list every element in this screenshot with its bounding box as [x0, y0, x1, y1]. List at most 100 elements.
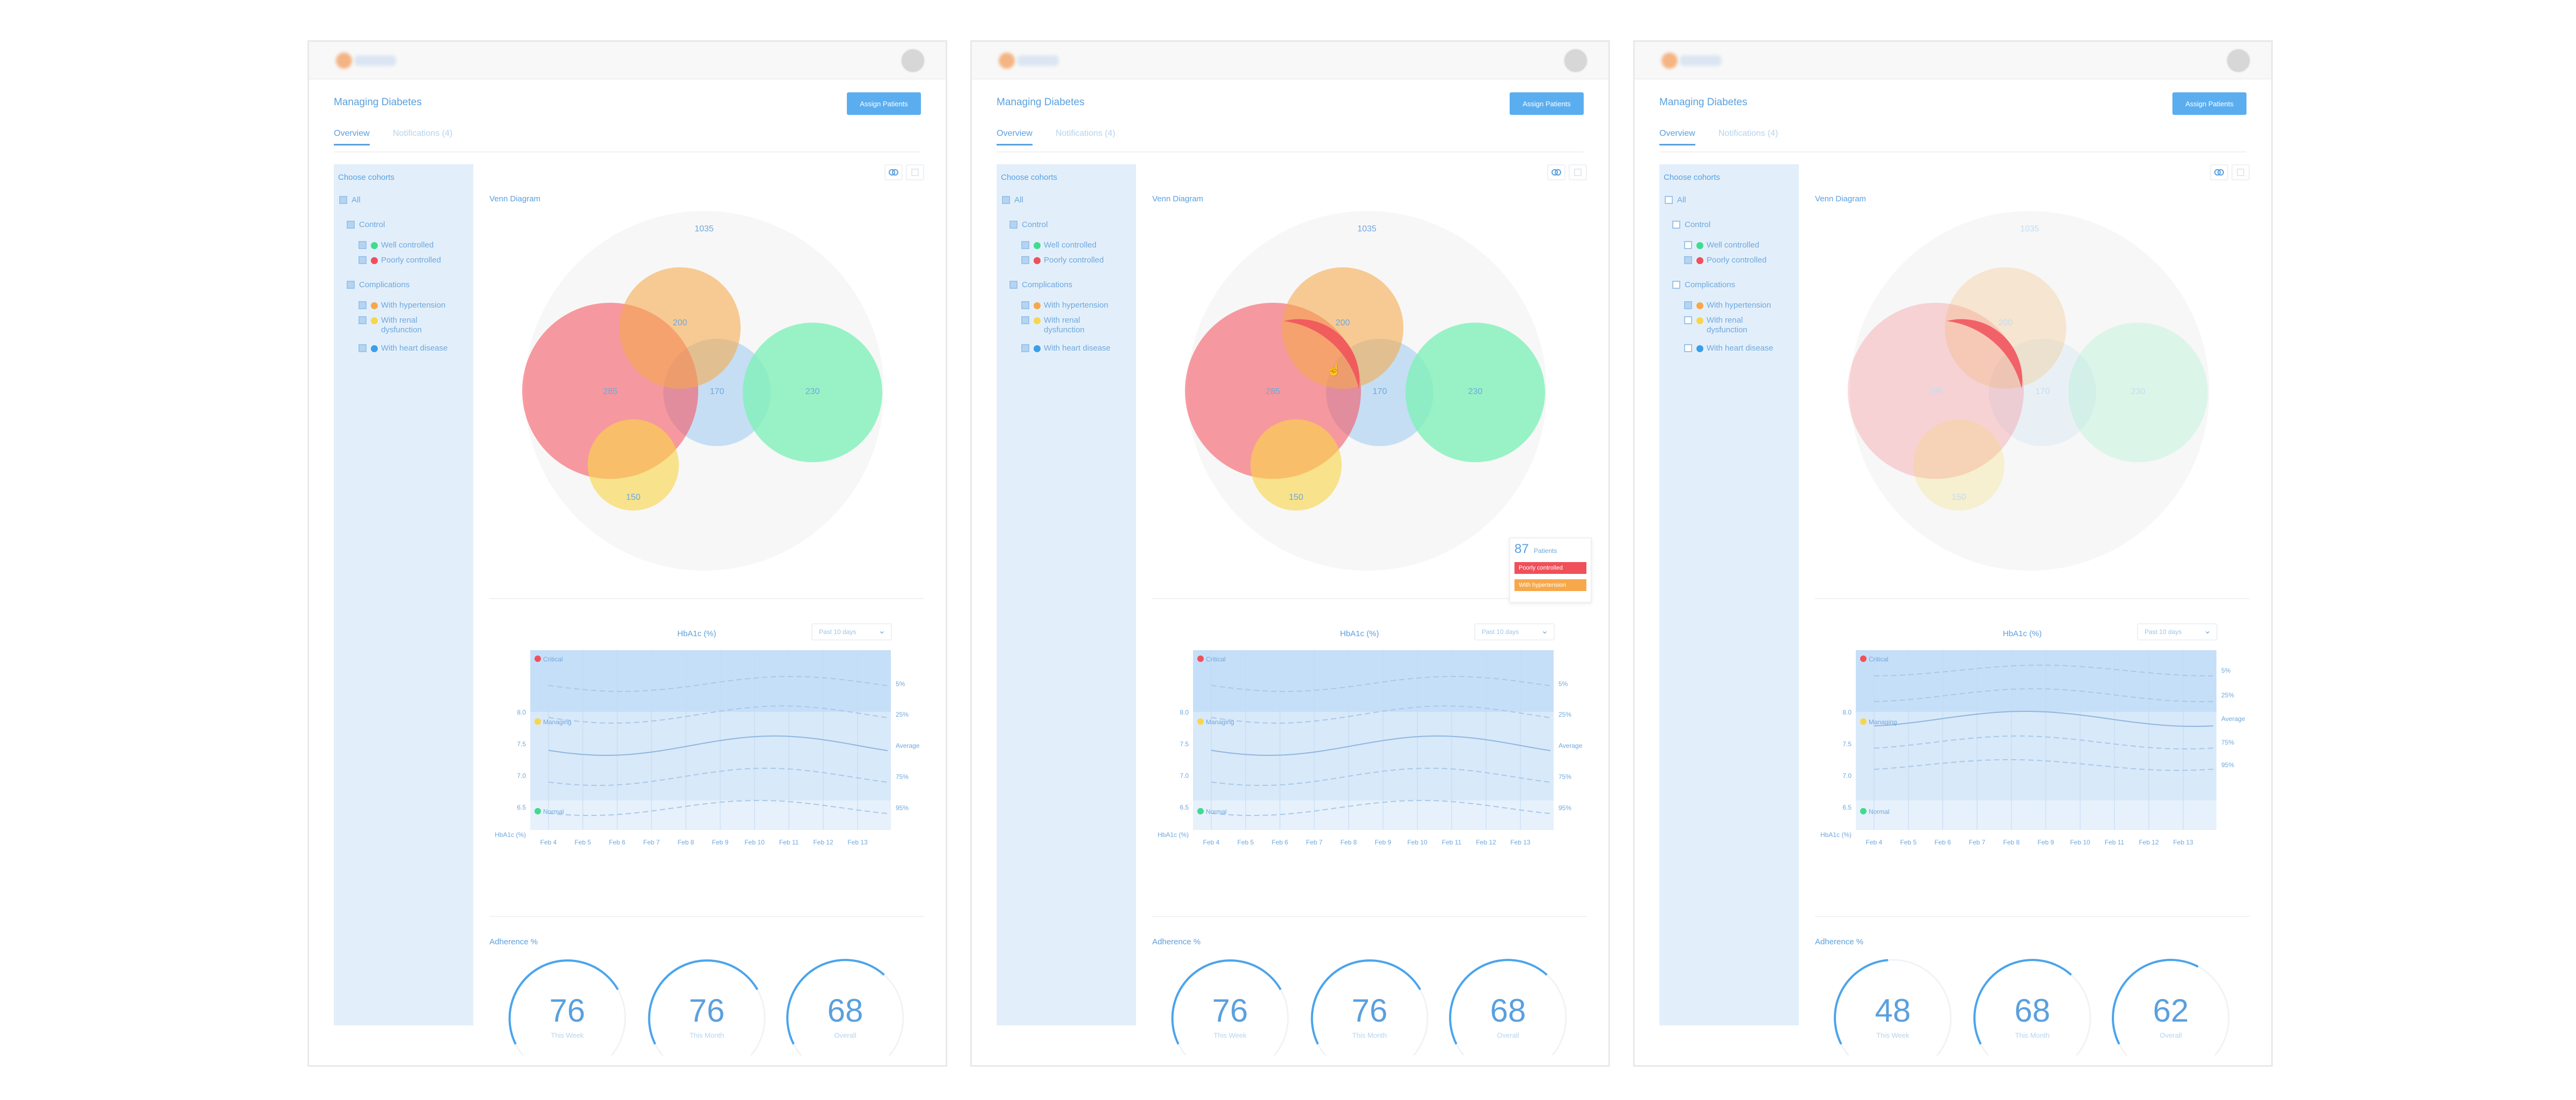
cohort-control[interactable]: Control — [347, 220, 385, 230]
app-logo[interactable] — [999, 52, 1059, 70]
assign-patients-button[interactable]: Assign Patients — [847, 92, 921, 115]
checkbox[interactable] — [347, 281, 355, 289]
venn-yellow-circle[interactable] — [1913, 419, 2004, 511]
checkbox[interactable] — [1684, 256, 1692, 264]
venn-view-icon[interactable] — [1547, 164, 1565, 180]
cohort-hypertension[interactable]: With hypertension — [1021, 301, 1108, 310]
venn-orange-circle[interactable] — [1945, 267, 2066, 389]
tab-notifications[interactable]: Notifications (4) — [1056, 129, 1116, 138]
zone-normal — [1856, 800, 2216, 830]
venn-orange-circle[interactable] — [619, 267, 741, 389]
avatar[interactable] — [901, 48, 925, 73]
checkbox[interactable] — [358, 316, 367, 324]
checkbox[interactable] — [1021, 301, 1029, 309]
cohort-poorly-controlled[interactable]: Poorly controlled — [1021, 256, 1104, 265]
venn-yellow-circle[interactable] — [1250, 419, 1342, 511]
cohort-poorly-controlled[interactable]: Poorly controlled — [1684, 256, 1767, 265]
time-range-dropdown[interactable]: Past 10 days ⌄ — [2137, 623, 2218, 640]
checkbox[interactable] — [1009, 281, 1018, 289]
venn-green-circle[interactable] — [2068, 323, 2208, 462]
checkbox[interactable] — [347, 221, 355, 229]
cohort-complications[interactable]: Complications — [1009, 280, 1072, 290]
venn-blue-label: 170 — [1373, 387, 1387, 396]
cohort-renal[interactable]: With renal dysfunction — [1021, 316, 1085, 335]
cohort-heart-disease[interactable]: With heart disease — [358, 344, 448, 353]
time-range-dropdown[interactable]: Past 10 days ⌄ — [1474, 623, 1555, 640]
checkbox[interactable] — [358, 241, 367, 249]
cohort-heart-disease[interactable]: With heart disease — [1021, 344, 1110, 353]
view-toggle — [884, 164, 924, 180]
cohort-all[interactable]: All — [339, 195, 361, 205]
cohort-well-controlled[interactable]: Well controlled — [1021, 241, 1096, 250]
orange-dot-icon — [1696, 302, 1703, 309]
checkbox[interactable] — [1684, 344, 1692, 352]
time-range-dropdown[interactable]: Past 10 days ⌄ — [811, 623, 892, 640]
venn-red-circle[interactable] — [1848, 303, 2024, 479]
checkbox[interactable] — [1684, 241, 1692, 249]
cohort-control[interactable]: Control — [1672, 220, 1710, 230]
avatar[interactable] — [2226, 48, 2251, 73]
tab-notifications[interactable]: Notifications (4) — [1718, 129, 1779, 138]
venn-orange-circle[interactable] — [1282, 267, 1403, 389]
cohort-hypertension[interactable]: With hypertension — [358, 301, 445, 310]
top-bar — [972, 42, 1608, 79]
cohort-all[interactable]: All — [1002, 195, 1023, 205]
venn-green-circle[interactable] — [743, 323, 882, 462]
tab-overview[interactable]: Overview — [334, 129, 370, 145]
zone-critical — [1193, 650, 1554, 712]
checkbox[interactable] — [1021, 241, 1029, 249]
divider — [489, 916, 924, 917]
gauge-value: 76 — [549, 993, 586, 1029]
app-logo[interactable] — [1662, 52, 1722, 70]
tab-overview[interactable]: Overview — [1659, 129, 1695, 145]
cohort-hypertension[interactable]: With hypertension — [1684, 301, 1771, 310]
venn-intersection-highlight[interactable] — [1946, 319, 2023, 389]
venn-total-circle[interactable] — [1850, 211, 2209, 571]
avatar[interactable] — [1563, 48, 1588, 73]
assign-patients-button[interactable]: Assign Patients — [2172, 92, 2246, 115]
cohort-well-controlled[interactable]: Well controlled — [358, 241, 434, 250]
cohort-poorly-controlled[interactable]: Poorly controlled — [358, 256, 441, 265]
tab-overview[interactable]: Overview — [997, 129, 1033, 145]
checkbox[interactable] — [358, 301, 367, 309]
y-tick: 7.0 — [1180, 772, 1189, 780]
gauge-this-month: 76 This Month — [1308, 959, 1431, 1055]
list-view-icon[interactable] — [1569, 164, 1587, 180]
hba1c-title: HbA1c (%) — [2003, 629, 2042, 638]
cohort-all[interactable]: All — [1665, 195, 1686, 205]
checkbox[interactable] — [339, 196, 347, 204]
checkbox[interactable] — [358, 256, 367, 264]
cohort-well-controlled[interactable]: Well controlled — [1684, 241, 1759, 250]
venn-view-icon[interactable] — [884, 164, 903, 180]
checkbox[interactable] — [1021, 256, 1029, 264]
line-75pct — [1211, 768, 1551, 786]
checkbox[interactable] — [1021, 316, 1029, 324]
tab-notifications[interactable]: Notifications (4) — [393, 129, 453, 138]
venn-view-icon[interactable] — [2210, 164, 2228, 180]
cohort-complications[interactable]: Complications — [1672, 280, 1735, 290]
cohort-control[interactable]: Control — [1009, 220, 1048, 230]
assign-patients-button[interactable]: Assign Patients — [1510, 92, 1584, 115]
venn-green-circle[interactable] — [1406, 323, 1545, 462]
list-view-icon[interactable] — [906, 164, 924, 180]
checkbox[interactable] — [1021, 344, 1029, 352]
cohort-title: Choose cohorts — [1664, 173, 1721, 182]
cohort-heart-disease[interactable]: With heart disease — [1684, 344, 1773, 353]
cohort-complications[interactable]: Complications — [347, 280, 409, 290]
checkbox[interactable] — [358, 344, 367, 352]
checkbox[interactable] — [1009, 221, 1018, 229]
checkbox[interactable] — [1665, 196, 1673, 204]
checkbox[interactable] — [1684, 301, 1692, 309]
cohort-renal[interactable]: With renal dysfunction — [1684, 316, 1747, 335]
list-view-icon[interactable] — [2231, 164, 2250, 180]
checkbox[interactable] — [1672, 281, 1680, 289]
checkbox[interactable] — [1002, 196, 1010, 204]
app-logo[interactable] — [336, 52, 396, 70]
cohort-renal[interactable]: With renal dysfunction — [358, 316, 422, 335]
checkbox[interactable] — [1672, 221, 1680, 229]
venn-yellow-circle[interactable] — [588, 419, 679, 511]
yellow-dot-icon — [1034, 317, 1041, 324]
venn-total-label: 1035 — [2020, 224, 2039, 234]
checkbox[interactable] — [1684, 316, 1692, 324]
venn-intersection-highlight[interactable] — [1284, 319, 1360, 389]
